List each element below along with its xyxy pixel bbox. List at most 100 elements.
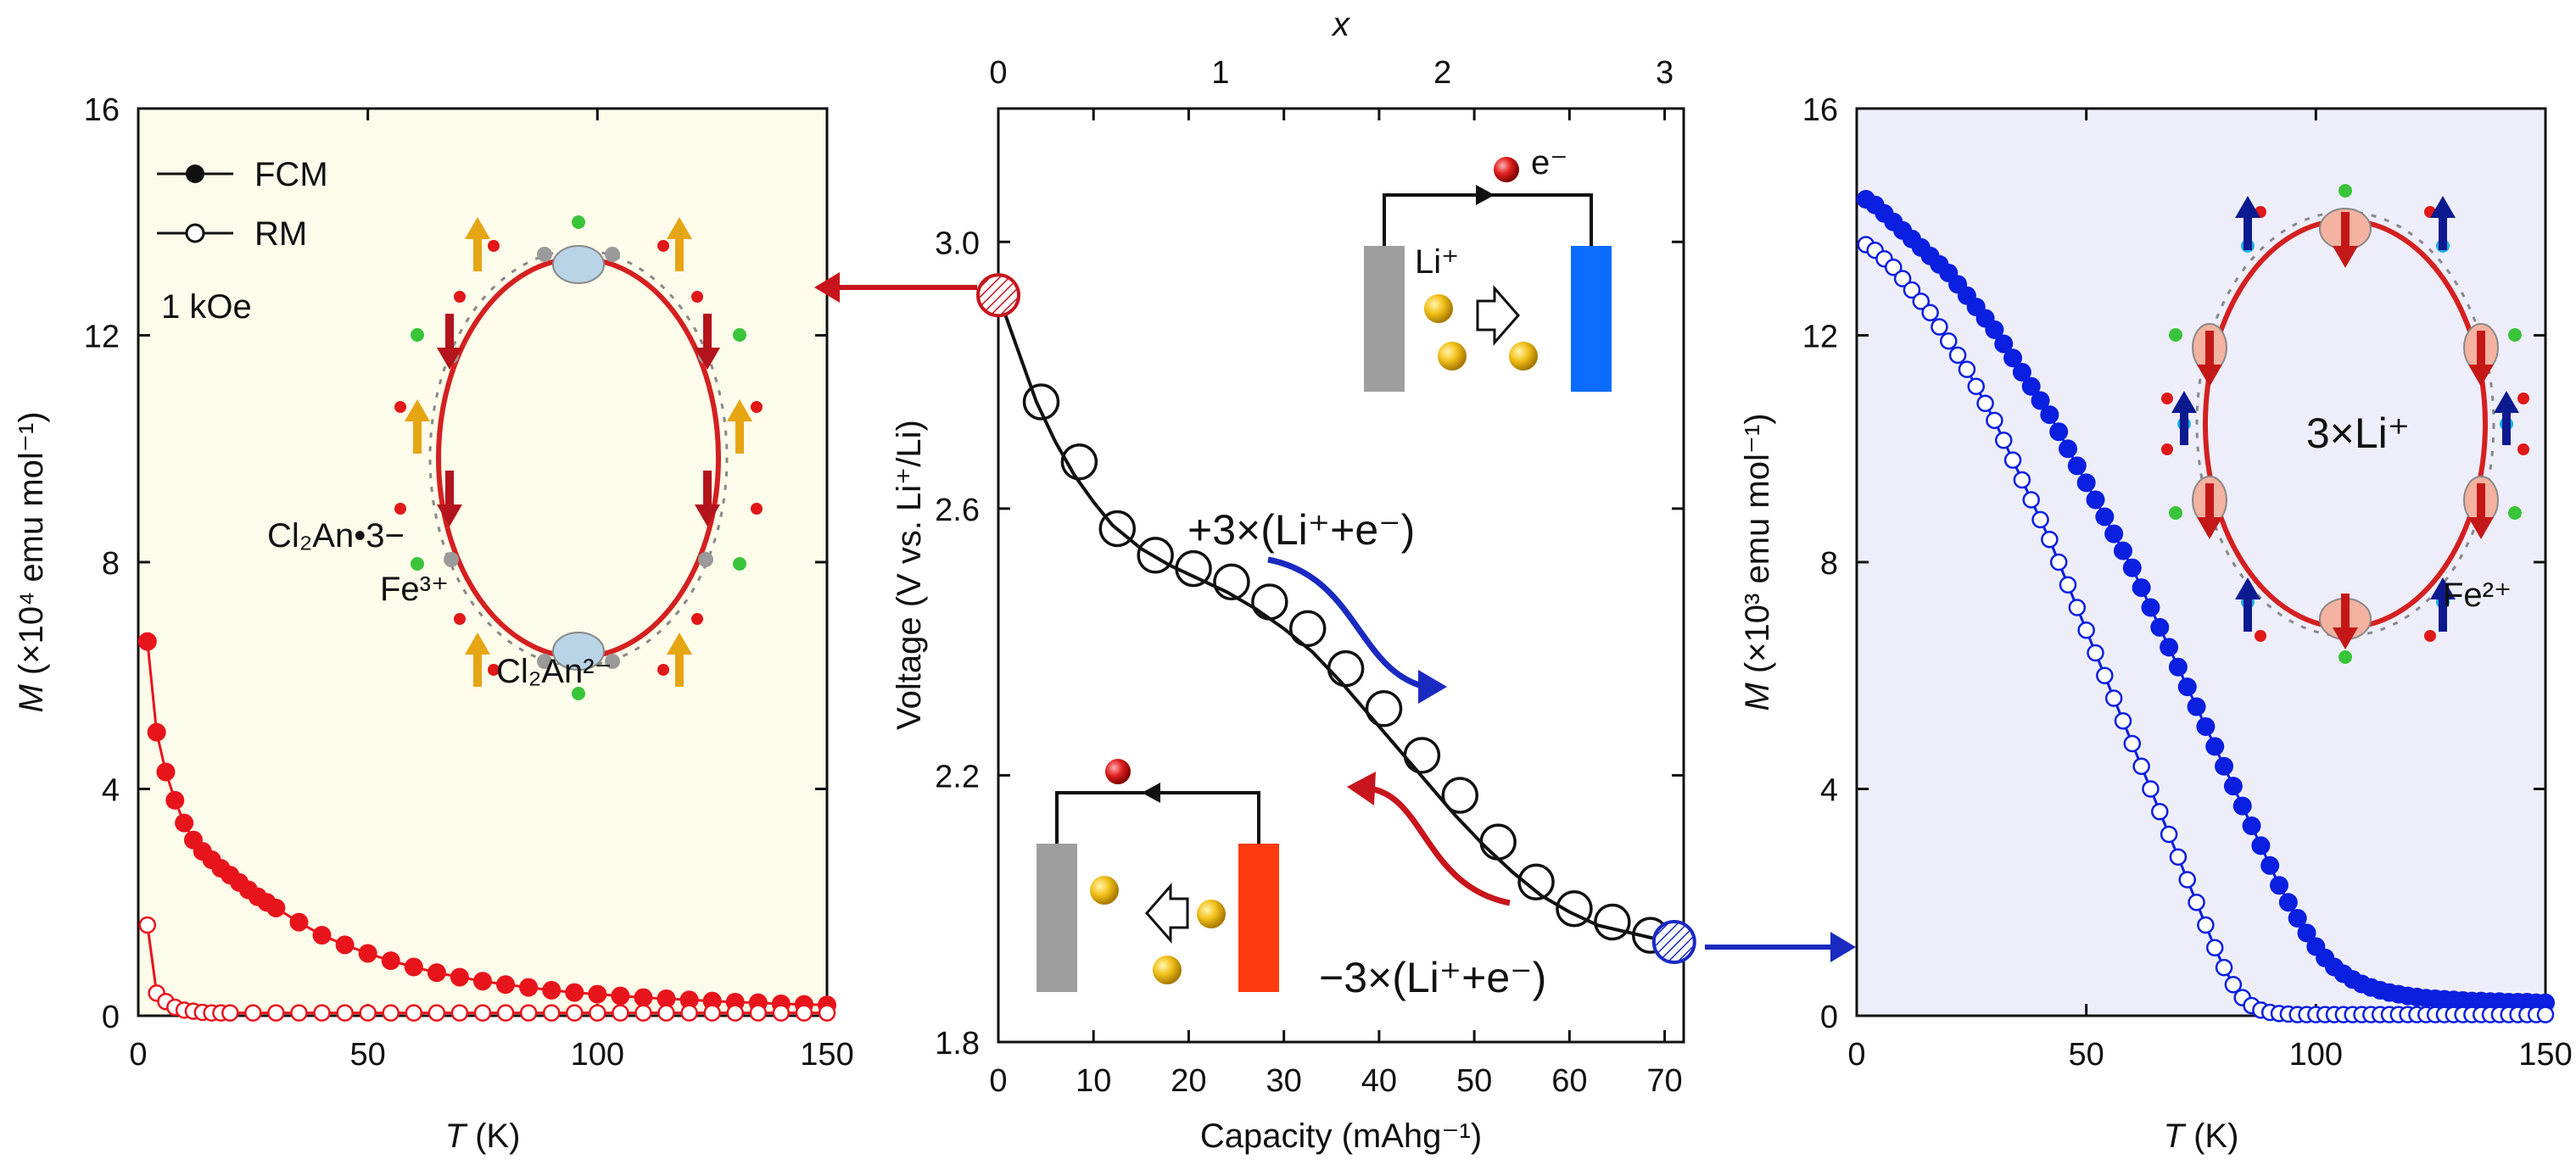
voltage-data-point xyxy=(1441,777,1479,814)
right-molecular-structure xyxy=(2161,184,2529,664)
y-tick-label: 2.6 xyxy=(935,493,980,528)
data-point-fcm xyxy=(404,957,423,977)
lithium-label: Li⁺ xyxy=(1415,243,1459,281)
legend-fcm-marker xyxy=(186,164,204,183)
data-point-fcm xyxy=(2251,836,2271,856)
data-point-fcm xyxy=(2132,578,2151,598)
data-point-fcm xyxy=(2122,558,2142,577)
data-point-rm xyxy=(450,1004,469,1022)
data-point-rm xyxy=(2178,871,2197,889)
data-point-rm xyxy=(2142,780,2160,798)
voltage-data-point xyxy=(1403,737,1441,774)
data-point-rm xyxy=(1893,270,1912,287)
data-point-rm xyxy=(2003,451,2022,469)
inset-li-label: 3×Li⁺ xyxy=(2306,410,2410,457)
data-point-fcm xyxy=(2270,876,2289,895)
x-tick-label: 50 xyxy=(1456,1063,1492,1099)
discharge-curved-arrow xyxy=(1267,556,1426,690)
data-point-fcm xyxy=(2104,524,2124,543)
x-tick-label: 150 xyxy=(800,1037,853,1073)
data-point-fcm xyxy=(156,762,176,782)
data-point-rm xyxy=(2205,939,2224,956)
data-point-fcm xyxy=(473,972,492,991)
end-point-marker xyxy=(1651,920,1696,965)
data-point-fcm xyxy=(2012,362,2031,382)
left-xlabel: T (K) xyxy=(445,1117,521,1155)
data-point-rm xyxy=(1967,377,1985,395)
y-tick-label: 0 xyxy=(102,1000,120,1035)
voltage-data-point xyxy=(1022,383,1060,421)
right-hollow-arrow xyxy=(1476,285,1520,346)
x-tick-label: 30 xyxy=(1266,1063,1302,1099)
x-tick-label: 20 xyxy=(1171,1063,1206,1099)
data-point-rm xyxy=(1903,281,1921,299)
data-point-rm xyxy=(2104,689,2123,707)
data-point-rm xyxy=(1976,394,1994,412)
data-point-fcm xyxy=(2095,507,2115,527)
data-point-rm xyxy=(496,1004,515,1022)
data-point-fcm xyxy=(266,898,286,917)
legend-fcm-label: FCM xyxy=(254,156,328,193)
x-tick-label: 100 xyxy=(571,1037,624,1073)
left-hollow-arrow xyxy=(1145,883,1189,944)
data-point-rm xyxy=(1885,259,1903,276)
charge-curved-arrow xyxy=(1369,785,1511,906)
data-point-fcm xyxy=(679,990,699,1010)
x-tick-label: 50 xyxy=(350,1037,386,1073)
data-point-fcm xyxy=(634,988,653,1007)
data-point-rm xyxy=(1986,411,2003,430)
voltage-data-point xyxy=(1175,549,1212,588)
label-cl2an: Cl₂An²⁻ xyxy=(496,653,612,690)
data-point-rm xyxy=(2169,848,2188,866)
y-tick-label: 16 xyxy=(84,92,120,128)
voltage-data-point xyxy=(1213,563,1250,601)
data-point-fcm xyxy=(450,967,469,987)
data-point-rm xyxy=(1958,360,1976,378)
data-point-fcm xyxy=(2076,473,2096,493)
middle-panel: 0 10 20 30 40 50 60 701.82.22.63.00 1 2 3 Capacity… xyxy=(814,6,1856,1155)
data-point-rm xyxy=(2059,576,2077,594)
x-tick-label: 0 xyxy=(1847,1037,1865,1073)
voltage-data-point xyxy=(1365,690,1403,727)
x-tick-label: 0 xyxy=(989,1063,1007,1099)
data-point-rm xyxy=(244,1004,262,1022)
data-point-fcm xyxy=(2049,422,2069,442)
electron-sphere-2 xyxy=(1105,759,1131,784)
data-point-rm xyxy=(2068,599,2087,616)
data-point-rm xyxy=(2031,510,2049,529)
data-point-rm xyxy=(221,1004,239,1022)
data-point-rm xyxy=(359,1004,377,1022)
electron-label: e⁻ xyxy=(1531,144,1567,181)
voltage-data-point xyxy=(1517,863,1555,901)
discharge-annotation: +3×(Li⁺+e⁻) xyxy=(1187,506,1415,554)
data-point-rm xyxy=(2022,491,2040,509)
voltage-data-point xyxy=(1251,583,1288,621)
middle-xlabel: Capacity (mAhg⁻¹) xyxy=(1200,1117,1482,1155)
charge-battery-inset xyxy=(1037,759,1279,992)
right-ticks: 0 50 100 150 0 4 8 12 16 xyxy=(1802,92,2573,1073)
label-cl2an-radical: Cl₂An•3− xyxy=(267,517,405,555)
left-data-marks xyxy=(137,632,836,1022)
data-point-rm xyxy=(1994,431,2013,449)
arrow-to-left-panel xyxy=(814,272,977,303)
data-point-fcm xyxy=(2187,697,2206,716)
data-point-fcm xyxy=(2031,391,2050,410)
data-point-rm xyxy=(519,1004,538,1022)
left-ylabel: M (×10⁴ emu mol⁻¹) xyxy=(13,411,50,712)
data-point-fcm xyxy=(137,632,157,651)
data-point-rm xyxy=(566,1004,584,1022)
data-point-rm xyxy=(313,1004,331,1022)
right-xlabel: T (K) xyxy=(2164,1117,2239,1155)
data-point-rm xyxy=(680,1004,698,1022)
data-point-fcm xyxy=(2021,376,2041,396)
data-point-rm xyxy=(795,1004,813,1022)
discharge-battery-inset: e⁻ Li⁺ xyxy=(1364,144,1612,392)
data-point-fcm xyxy=(565,983,584,1002)
left-panel: 0 50 100 150 0 4 8 12 16 T (K) M (×10⁴ emu mol⁻¹… xyxy=(13,92,854,1155)
data-point-rm xyxy=(2215,958,2233,977)
data-point-fcm xyxy=(147,722,166,742)
voltage-data-point xyxy=(1060,443,1098,481)
data-point-rm xyxy=(818,1004,836,1022)
label-fe3: Fe³⁺ xyxy=(380,571,449,608)
legend-rm-label: RM xyxy=(254,215,307,253)
